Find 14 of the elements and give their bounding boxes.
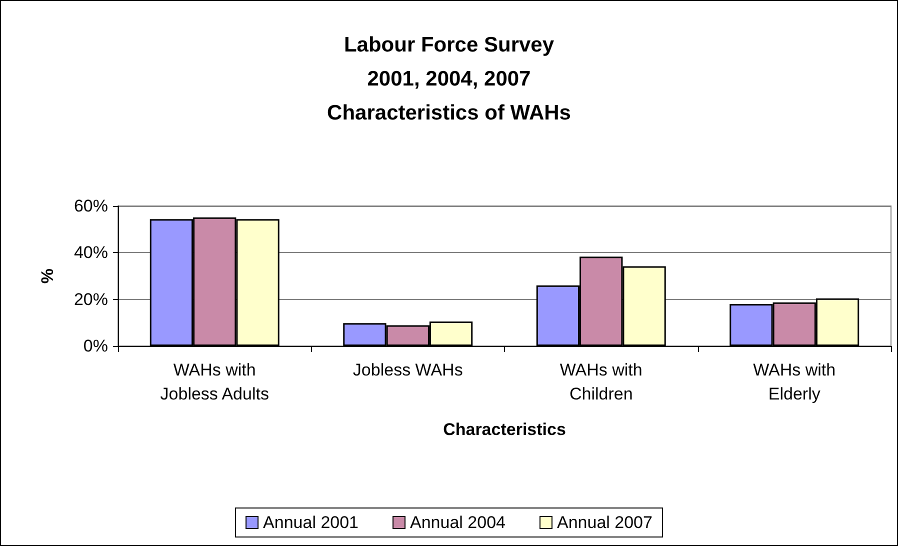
x-tick-label: WAHs with Jobless Adults [160,360,269,404]
y-axis-title: % [38,268,57,284]
x-axis-title: Characteristics [443,420,566,439]
legend-label: Annual 2001 [263,513,359,532]
x-tick-label: WAHs with Elderly [753,360,836,404]
legend-label: Annual 2004 [410,513,506,532]
x-tick-label: Jobless WAHs [352,360,463,380]
y-tick-label: 60% [74,196,108,216]
chart-title: Labour Force Survey 2001, 2004, 2007 Characteristics of WAHs [327,34,571,124]
y-tick-label: 0% [83,336,108,356]
y-tick-label: 40% [74,243,108,262]
x-tick-label: WAHs with Children [560,360,642,404]
legend-label: Annual 2007 [556,513,652,532]
y-tick-label: 20% [74,290,108,309]
